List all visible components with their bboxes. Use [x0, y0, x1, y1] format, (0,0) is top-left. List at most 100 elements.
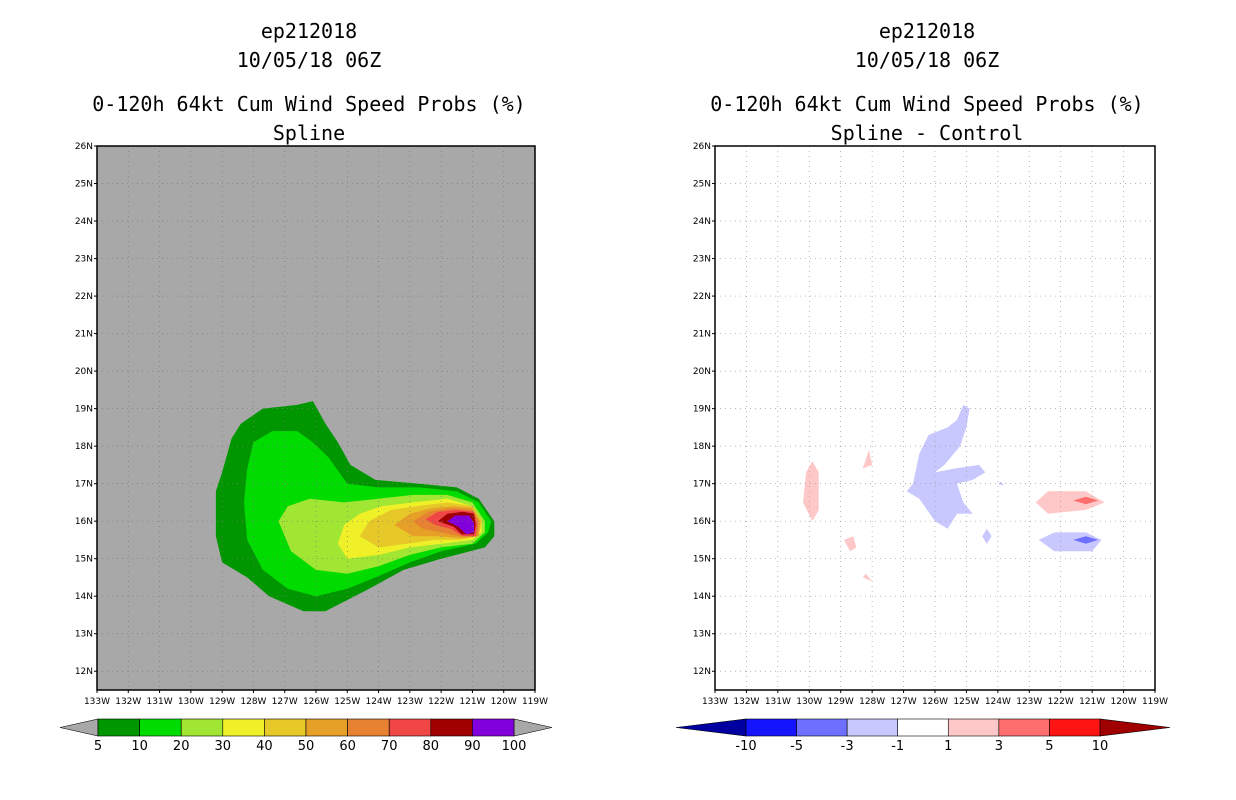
x-tick-label: 119W: [522, 697, 548, 707]
left-panel: ep212018 10/05/18 06Z 0-120h 64kt Cum Wi…: [59, 19, 553, 754]
colorbar-bin: [180, 718, 224, 737]
storm-id: ep212018: [260, 19, 358, 43]
x-tick-label: 121W: [459, 697, 485, 707]
storm-id: ep212018: [878, 19, 976, 43]
colorbar-arrow-high: [513, 718, 553, 737]
y-tick-label: 14N: [75, 592, 93, 602]
y-tick-label: 20N: [75, 367, 93, 377]
colorbar-label: 10: [1092, 739, 1109, 754]
colorbar-bin: [388, 718, 432, 737]
colorbar-arrow-low: [675, 718, 747, 737]
colorbar-label: 80: [423, 739, 440, 754]
colorbar-bin: [430, 718, 473, 737]
contour-3-region: [803, 461, 819, 522]
y-tick-label: 12N: [693, 667, 711, 677]
x-tick-label: 130W: [178, 697, 204, 707]
colorbar-label: 70: [381, 739, 398, 754]
y-tick-label: 19N: [75, 405, 93, 415]
contour-neg3-region: [906, 404, 986, 529]
y-tick-label: 17N: [693, 480, 711, 490]
x-tick-label: 124W: [985, 697, 1011, 707]
panel-subtitle: Spline: [272, 121, 346, 145]
colorbar-bin: [1049, 718, 1101, 737]
y-tick-label: 26N: [693, 142, 711, 152]
panel-subtitle: Spline - Control: [830, 121, 1024, 145]
x-tick-label: 128W: [859, 697, 885, 707]
x-tick-label: 122W: [428, 697, 454, 707]
x-tick-label: 132W: [115, 697, 141, 707]
y-tick-label: 23N: [693, 255, 711, 265]
x-tick-label: 131W: [147, 697, 173, 707]
y-tick-label: 16N: [693, 517, 711, 527]
product-title: 0-120h 64kt Cum Wind Speed Probs (%): [92, 92, 526, 116]
colorbar-label: 40: [256, 739, 273, 754]
colorbar: 5 10 20 30 40 50 60 70 80 90 100: [59, 718, 553, 754]
x-tick-label: 127W: [891, 697, 917, 707]
colorbar: -10 -5 -3 -1 1 3 5 10: [675, 718, 1171, 754]
colorbar-label: 20: [173, 739, 190, 754]
colorbar-bin: [472, 718, 515, 737]
y-tick-label: 24N: [75, 217, 93, 227]
colorbar-label: 100: [502, 739, 527, 754]
x-tick-label: 125W: [953, 697, 979, 707]
forecast-datetime: 10/05/18 06Z: [854, 48, 1000, 72]
right-panel: ep212018 10/05/18 06Z 0-120h 64kt Cum Wi…: [618, 0, 1236, 800]
x-tick-label: 120W: [491, 697, 517, 707]
colorbar-label: -10: [735, 739, 756, 754]
colorbar-label: -3: [841, 739, 854, 754]
colorbar-bin: [745, 718, 797, 737]
colorbar-bin: [264, 718, 307, 737]
y-tick-label: 13N: [75, 630, 93, 640]
x-tick-label: 122W: [1048, 697, 1074, 707]
y-tick-label: 20N: [693, 367, 711, 377]
map-background: [715, 146, 1155, 690]
contour-3-region: [862, 573, 873, 582]
y-tick-label: 18N: [75, 442, 93, 452]
colorbar-bin: [846, 718, 899, 737]
colorbar-label: 60: [339, 739, 356, 754]
y-tick-label: 26N: [75, 142, 93, 152]
y-tick-label: 25N: [75, 180, 93, 190]
x-tick-label: 127W: [272, 697, 298, 707]
x-tick-label: 124W: [366, 697, 392, 707]
colorbar-label: 1: [944, 739, 952, 754]
colorbar-label: -1: [891, 739, 904, 754]
probability-map: 133W 132W 131W 130W 129W 128W 127W 126W 125W 124W…: [59, 142, 553, 754]
colorbar-bin: [139, 718, 182, 737]
colorbar-label: -5: [790, 739, 803, 754]
x-tick-label: 132W: [733, 697, 759, 707]
colorbar-arrow-low: [59, 718, 99, 737]
colorbar-label: 3: [995, 739, 1003, 754]
y-tick-label: 17N: [75, 480, 93, 490]
y-tick-label: 12N: [75, 667, 93, 677]
forecast-datetime: 10/05/18 06Z: [236, 48, 382, 72]
y-tick-label: 22N: [693, 292, 711, 302]
x-tick-label: 133W: [84, 697, 110, 707]
y-tick-label: 13N: [693, 630, 711, 640]
x-tick-label: 129W: [828, 697, 854, 707]
x-tick-label: 128W: [240, 697, 266, 707]
x-tick-label: 121W: [1079, 697, 1105, 707]
y-tick-label: 22N: [75, 292, 93, 302]
x-tick-label: 120W: [1111, 697, 1137, 707]
contour-3-region: [843, 536, 857, 552]
colorbar-bin: [222, 718, 265, 737]
x-tick-label: 126W: [922, 697, 948, 707]
y-tick-label: 24N: [693, 217, 711, 227]
x-tick-label: 126W: [303, 697, 329, 707]
x-tick-label: 129W: [209, 697, 235, 707]
x-tick-label: 123W: [1016, 697, 1042, 707]
y-tick-label: 14N: [693, 592, 711, 602]
x-tick-label: 131W: [765, 697, 791, 707]
y-tick-label: 21N: [75, 330, 93, 340]
colorbar-label: 50: [298, 739, 315, 754]
colorbar-label: 90: [464, 739, 481, 754]
contour-3-region: [862, 449, 873, 469]
colorbar-bin: [998, 718, 1050, 737]
y-tick-label: 19N: [693, 405, 711, 415]
contour-90-region: [447, 515, 474, 535]
y-tick-label: 21N: [693, 330, 711, 340]
x-tick-label: 119W: [1142, 697, 1168, 707]
x-tick-label: 123W: [397, 697, 423, 707]
colorbar-bin: [947, 718, 1000, 737]
